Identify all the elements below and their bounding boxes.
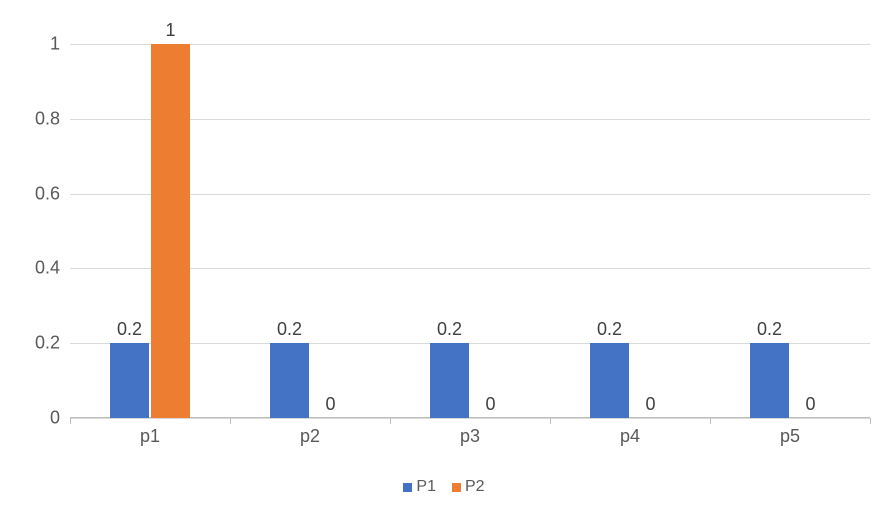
bar-chart: 0.2 1 0.2 0 0.2 0 0.2 0 0.2 0 0 0.2 0.4 0.6 0.8 1 p1 p2 p3… (0, 0, 888, 508)
bar-data-label: 1 (165, 20, 175, 41)
legend-item: P1 (403, 478, 436, 496)
legend-swatch (452, 483, 461, 492)
legend-label: P2 (465, 478, 485, 496)
bar (270, 343, 309, 418)
x-axis-category-label: p2 (300, 426, 320, 447)
bar (590, 343, 629, 418)
gridline (70, 119, 870, 120)
y-axis-tick-label: 0 (12, 408, 60, 429)
y-axis-tick-label: 1 (12, 34, 60, 55)
x-axis-tick (710, 418, 711, 424)
bar-data-label: 0 (805, 394, 815, 415)
bar (110, 343, 149, 418)
x-axis-tick (230, 418, 231, 424)
gridline (70, 268, 870, 269)
x-axis-category-label: p3 (460, 426, 480, 447)
gridline (70, 418, 870, 419)
gridline (70, 44, 870, 45)
y-axis-tick-label: 0.8 (12, 108, 60, 129)
bar-data-label: 0.2 (757, 319, 782, 340)
legend-item: P2 (452, 478, 485, 496)
bar-data-label: 0.2 (117, 319, 142, 340)
x-axis-tick (870, 418, 871, 424)
gridline (70, 194, 870, 195)
bar (151, 44, 190, 418)
bar-data-label: 0 (645, 394, 655, 415)
x-axis-tick (70, 418, 71, 424)
y-axis-tick-label: 0.6 (12, 183, 60, 204)
bar-data-label: 0.2 (277, 319, 302, 340)
x-axis-category-label: p1 (140, 426, 160, 447)
x-axis-category-label: p4 (620, 426, 640, 447)
bar-data-label: 0 (485, 394, 495, 415)
y-axis-tick-label: 0.2 (12, 333, 60, 354)
bar-data-label: 0.2 (597, 319, 622, 340)
bar (750, 343, 789, 418)
legend-label: P1 (416, 478, 436, 496)
plot-area: 0.2 1 0.2 0 0.2 0 0.2 0 0.2 0 (70, 18, 870, 418)
x-axis-tick (390, 418, 391, 424)
legend-swatch (403, 483, 412, 492)
bar-data-label: 0.2 (437, 319, 462, 340)
bar-data-label: 0 (325, 394, 335, 415)
x-axis-tick (550, 418, 551, 424)
legend: P1 P2 (0, 478, 888, 496)
x-axis-category-label: p5 (780, 426, 800, 447)
y-axis-tick-label: 0.4 (12, 258, 60, 279)
bar (430, 343, 469, 418)
